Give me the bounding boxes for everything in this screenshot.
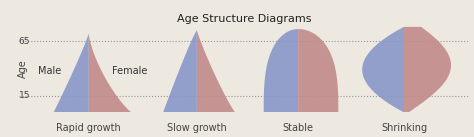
Polygon shape: [197, 30, 235, 112]
Polygon shape: [404, 27, 451, 112]
Polygon shape: [298, 29, 338, 112]
Polygon shape: [163, 30, 197, 112]
Text: Rapid growth: Rapid growth: [56, 123, 121, 133]
Text: 65: 65: [18, 37, 30, 46]
Text: Shrinking: Shrinking: [381, 123, 427, 133]
Text: Slow growth: Slow growth: [167, 123, 227, 133]
Polygon shape: [89, 33, 131, 112]
Text: Stable: Stable: [283, 123, 314, 133]
Text: Age: Age: [18, 59, 27, 78]
Text: Female: Female: [111, 66, 147, 76]
Polygon shape: [264, 29, 298, 112]
Text: 15: 15: [18, 91, 30, 100]
Title: Age Structure Diagrams: Age Structure Diagrams: [177, 14, 311, 24]
Polygon shape: [54, 33, 89, 112]
Polygon shape: [362, 27, 404, 112]
Text: Male: Male: [38, 66, 61, 76]
